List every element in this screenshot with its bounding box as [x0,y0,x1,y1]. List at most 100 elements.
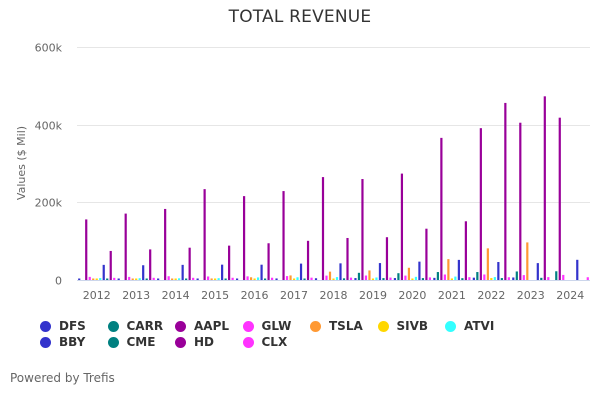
bar-dfs-2015[interactable] [196,278,199,281]
legend-item-carr[interactable]: CARR [107,319,163,333]
bar-cme-2013[interactable] [145,278,148,281]
bar-clx-2024[interactable] [586,277,589,280]
bar-dfs-2013[interactable] [117,278,120,281]
bar-tsla-2016[interactable] [249,277,253,280]
bar-dfs-2012[interactable] [78,278,81,281]
bar-glw-2016[interactable] [246,276,249,280]
legend-item-hd[interactable]: HD [175,335,214,349]
bar-sivb-2013[interactable] [135,278,138,281]
bar-bby-2017[interactable] [299,263,303,280]
bar-cme-2019[interactable] [382,278,385,280]
bar-clx-2019[interactable] [389,277,392,280]
bar-glw-2015[interactable] [207,276,210,280]
bar-atvi-2020[interactable] [414,276,418,280]
bar-hd-2019[interactable] [385,237,389,280]
bar-clx-2016[interactable] [270,277,274,280]
bar-sivb-2018[interactable] [332,278,335,281]
bar-aapl-2015[interactable] [203,189,206,280]
bar-glw-2024[interactable] [562,274,565,280]
bar-hd-2021[interactable] [464,221,467,280]
bar-tsla-2013[interactable] [131,278,134,281]
bar-aapl-2019[interactable] [361,179,364,280]
bar-aapl-2017[interactable] [282,191,285,280]
bar-glw-2020[interactable] [404,275,407,280]
bar-cme-2016[interactable] [263,278,267,281]
bar-hd-2016[interactable] [267,243,270,280]
bar-hd-2015[interactable] [228,245,231,280]
bar-glw-2017[interactable] [285,276,289,280]
bar-atvi-2013[interactable] [138,278,141,280]
legend-item-dfs[interactable]: DFS [40,319,86,333]
bar-atvi-2014[interactable] [178,278,181,280]
bar-atvi-2015[interactable] [217,278,220,280]
bar-aapl-2014[interactable] [164,208,167,280]
bar-cme-2022[interactable] [500,278,503,280]
bar-bby-2014[interactable] [181,264,184,280]
bar-atvi-2016[interactable] [256,277,260,280]
bar-tsla-2022[interactable] [486,248,489,280]
bar-clx-2012[interactable] [113,277,116,280]
bar-hd-2012[interactable] [109,250,112,280]
bar-carr-2023[interactable] [515,271,518,280]
bar-clx-2014[interactable] [192,277,195,280]
bar-atvi-2012[interactable] [99,278,102,280]
bar-clx-2020[interactable] [428,277,432,280]
bar-carr-2021[interactable] [436,272,439,280]
bar-glw-2013[interactable] [128,276,131,280]
legend-item-cme[interactable]: CME [107,335,155,349]
bar-cme-2021[interactable] [461,278,464,280]
bar-dfs-2018[interactable] [314,278,318,280]
bar-atvi-2019[interactable] [375,277,378,280]
bar-clx-2018[interactable] [349,277,353,280]
bar-glw-2014[interactable] [167,276,170,280]
bar-bby-2018[interactable] [339,263,342,280]
bar-cme-2023[interactable] [540,277,543,280]
bar-sivb-2019[interactable] [371,278,375,281]
bar-carr-2022[interactable] [476,272,479,280]
bar-cme-2017[interactable] [303,278,306,281]
bar-bby-2021[interactable] [457,259,460,280]
legend-item-bby[interactable]: BBY [40,335,85,349]
bar-dfs-2022[interactable] [472,277,475,280]
bar-cme-2014[interactable] [185,278,188,281]
bar-atvi-2018[interactable] [335,277,339,280]
bar-aapl-2021[interactable] [440,137,443,280]
bar-cme-2018[interactable] [342,278,346,280]
bar-sivb-2012[interactable] [95,278,98,281]
bar-sivb-2022[interactable] [490,278,493,280]
bar-tsla-2019[interactable] [368,270,371,280]
bar-aapl-2023[interactable] [519,122,522,280]
bar-glw-2021[interactable] [443,274,446,280]
legend-item-glw[interactable]: GLW [242,319,291,333]
bar-sivb-2017[interactable] [292,278,296,281]
legend-item-tsla[interactable]: TSLA [310,319,363,333]
bar-atvi-2021[interactable] [454,276,457,280]
bar-glw-2022[interactable] [483,274,486,280]
bar-tsla-2018[interactable] [328,271,332,280]
legend-item-sivb[interactable]: SIVB [377,319,428,333]
bar-dfs-2017[interactable] [275,278,278,280]
bar-bby-2016[interactable] [260,264,263,280]
bar-aapl-2018[interactable] [321,177,325,280]
bar-dfs-2016[interactable] [235,278,239,281]
bar-tsla-2021[interactable] [447,259,450,280]
bar-cme-2020[interactable] [421,278,425,280]
bar-bby-2023[interactable] [536,263,539,280]
bar-hd-2022[interactable] [504,102,507,280]
bar-aapl-2016[interactable] [242,196,246,280]
bar-hd-2018[interactable] [346,237,349,280]
bar-clx-2021[interactable] [468,277,471,280]
bar-carr-2020[interactable] [397,273,400,280]
bar-sivb-2015[interactable] [214,278,217,281]
bar-hd-2014[interactable] [188,247,191,280]
bar-clx-2022[interactable] [507,277,510,280]
bar-hd-2020[interactable] [425,228,428,280]
bar-tsla-2015[interactable] [210,278,213,280]
bar-bby-2015[interactable] [221,264,224,280]
bar-tsla-2012[interactable] [92,278,95,281]
bar-dfs-2023[interactable] [512,277,515,280]
bar-tsla-2020[interactable] [407,267,411,280]
bar-dfs-2014[interactable] [157,278,160,281]
bar-clx-2013[interactable] [152,277,155,280]
bar-aapl-2020[interactable] [400,173,404,280]
